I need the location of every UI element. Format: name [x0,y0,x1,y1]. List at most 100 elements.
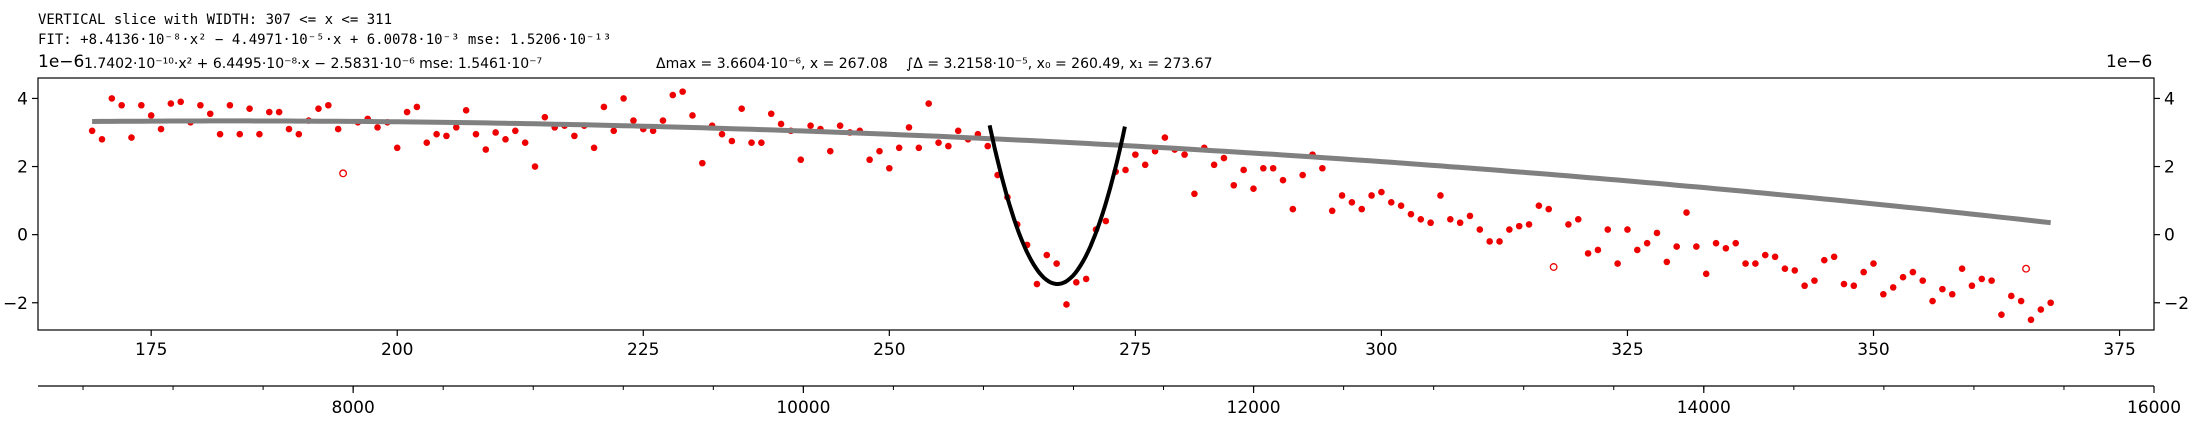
data-point [1338,192,1346,199]
data-point [590,144,598,152]
data-point [1958,265,1966,273]
data-point [167,100,175,107]
data-point [374,124,381,131]
data-point [285,125,293,133]
x-tick-label: 250 [873,340,905,360]
x-tick-label: 300 [1365,340,1397,360]
x-tick-label: 225 [627,340,659,360]
data-point [1289,205,1297,213]
data-point [1486,238,1493,245]
data-point [1712,239,1720,247]
data-point [265,108,273,116]
data-point [1624,226,1631,233]
secondary-tick-label: 14000 [1677,398,1731,418]
data-point [452,124,460,131]
x-tick-label: 375 [2103,340,2135,360]
data-point [1948,290,1956,298]
y-tick-label-left: 0 [17,226,28,246]
data-point [649,127,657,135]
secondary-tick-label: 10000 [776,398,830,418]
data-point [413,103,421,111]
data-point [325,101,332,109]
x-tick-label: 200 [381,340,413,360]
data-point [226,101,234,109]
data-point [1073,279,1080,286]
data-point [433,130,440,138]
data-point [807,122,814,129]
data-point [1909,268,1917,276]
data-point [147,112,155,119]
chart-header-fit2: 1.7402·10⁻¹⁰·x² + 6.4495·10⁻⁸·x − 2.5831… [84,56,543,72]
data-point [462,107,470,114]
data-point [1742,260,1749,267]
data-point [1614,260,1621,267]
dip-curve [987,124,1127,286]
y-tick-label-right: 0 [2164,226,2175,246]
data-point [1899,273,1907,281]
data-point [482,146,490,153]
data-point [118,101,125,109]
data-point [826,147,834,155]
data-point [502,135,509,143]
data-point [748,139,755,147]
data-point [1348,198,1356,206]
data-point [1663,258,1671,266]
data-point [1427,219,1434,227]
y-scale-label-left: 1e−6 [38,52,85,72]
data-point [1515,222,1523,230]
data-point [2037,306,2045,313]
data-point [1998,311,2005,318]
data-point [1653,229,1661,237]
data-point [659,117,667,124]
data-point [1476,226,1484,233]
data-point [1634,246,1641,254]
data-point [1417,216,1425,223]
data-point [236,130,244,138]
data-point [541,113,549,121]
data-point [689,112,696,119]
data-point [1437,192,1444,199]
data-point [699,159,706,167]
data-point [1043,251,1051,259]
x-tick-label: 350 [1857,340,1889,360]
data-point [1545,205,1553,213]
data-point [1880,290,1887,298]
data-point [1830,253,1838,261]
y-scale-label-right: 1e−6 [2106,52,2153,72]
data-point [836,122,844,129]
data-point [1683,209,1690,216]
data-point [915,144,923,152]
data-point [2007,292,2015,300]
data-point [728,137,736,145]
data-point [1939,285,1946,293]
data-point [1250,185,1257,192]
data-point [206,110,214,118]
data-point [1791,267,1799,274]
data-point [1781,265,1789,273]
data-point [669,91,677,99]
data-point [1811,277,1818,284]
data-point [1387,198,1395,206]
data-point [1574,216,1582,223]
data-point [600,103,608,111]
data-point [1122,166,1129,174]
data-point [984,142,992,150]
y-tick-label-left: 4 [17,89,28,109]
data-point [1181,151,1188,158]
data-point [1801,282,1808,290]
data-point [758,139,765,147]
data-point [1584,250,1592,257]
y-tick-label-right: 4 [2164,89,2175,109]
data-point [1889,284,1897,291]
secondary-tick-label: 12000 [1227,398,1281,418]
data-point [177,98,185,106]
data-point [1082,275,1090,283]
x-tick-label: 275 [1119,340,1151,360]
data-point [925,100,932,107]
data-point [1732,239,1740,247]
data-point [2027,316,2035,324]
data-point [1594,246,1602,254]
data-point [1496,238,1503,245]
data-point [1191,190,1198,198]
